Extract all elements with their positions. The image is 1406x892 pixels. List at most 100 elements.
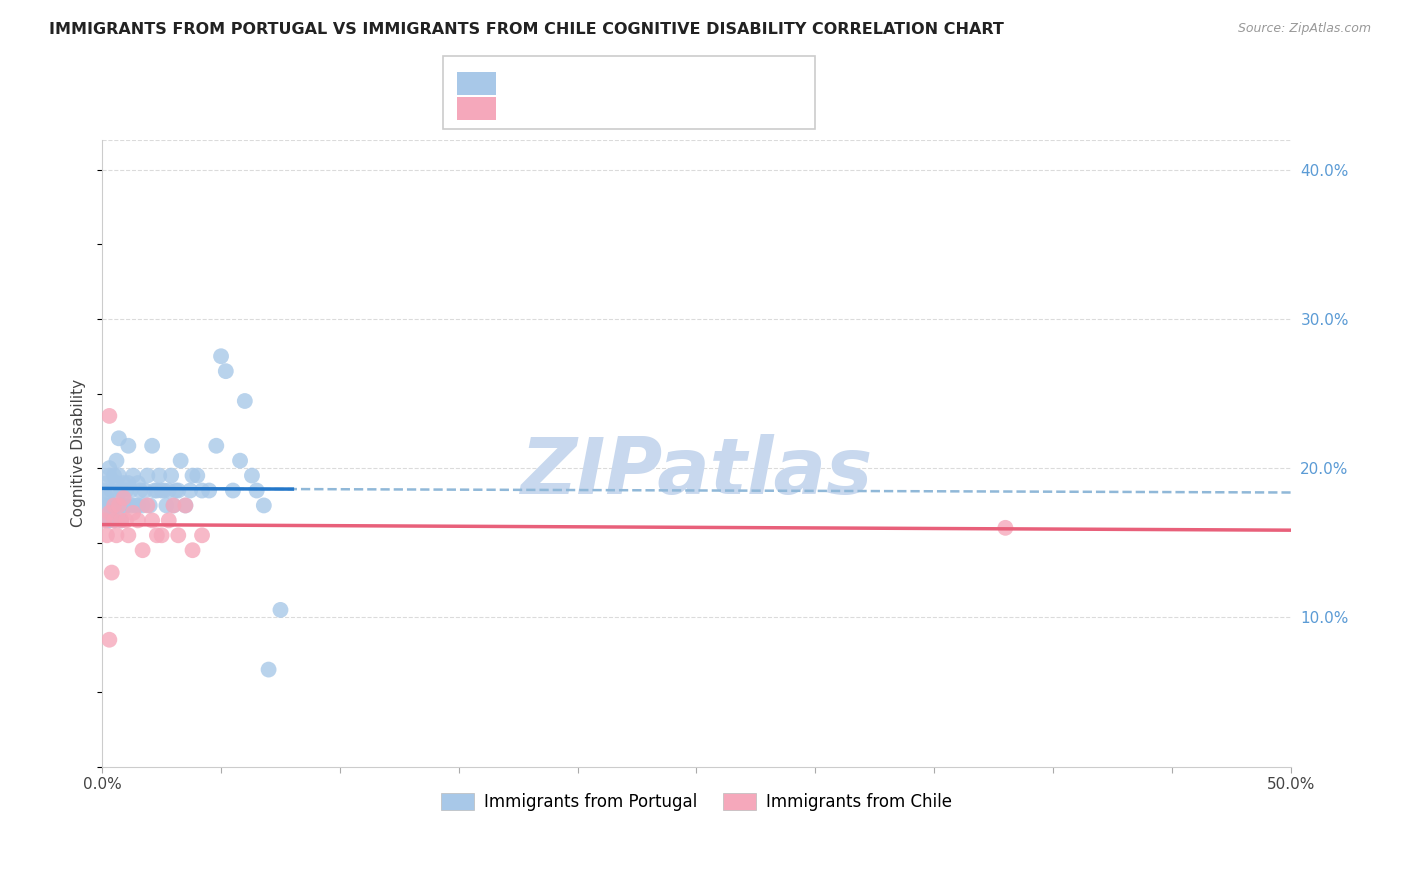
Point <box>994 521 1017 535</box>
Point <box>253 499 276 513</box>
Point <box>105 476 128 491</box>
Text: -0.043: -0.043 <box>550 100 612 118</box>
Point <box>110 513 132 527</box>
Text: 28: 28 <box>657 100 681 118</box>
Point <box>105 453 128 467</box>
Point <box>115 499 138 513</box>
Point <box>124 499 146 513</box>
Point <box>110 483 132 498</box>
Point <box>209 349 232 363</box>
Point <box>105 528 128 542</box>
Point <box>117 476 139 491</box>
Point <box>100 506 122 520</box>
Point <box>105 491 128 505</box>
Point <box>103 468 125 483</box>
Point <box>120 483 142 498</box>
Point <box>98 499 121 513</box>
Legend: Immigrants from Portugal, Immigrants from Chile: Immigrants from Portugal, Immigrants fro… <box>434 786 959 818</box>
Point <box>100 483 122 498</box>
Point <box>134 483 156 498</box>
Point <box>129 483 152 498</box>
Point <box>108 499 131 513</box>
Point <box>93 499 115 513</box>
Point <box>103 499 125 513</box>
Point <box>165 483 187 498</box>
Point <box>143 483 166 498</box>
Text: ZIPatlas: ZIPatlas <box>520 434 873 510</box>
Point <box>98 468 121 483</box>
Point <box>150 483 173 498</box>
Point <box>131 543 153 558</box>
Text: 0.283: 0.283 <box>550 75 610 93</box>
Point <box>141 513 163 527</box>
Text: N =: N = <box>614 75 664 93</box>
Point <box>98 506 121 520</box>
Point <box>174 499 197 513</box>
Point <box>229 453 252 467</box>
Point <box>98 461 121 475</box>
Point <box>96 513 118 527</box>
Point <box>160 468 183 483</box>
Point <box>146 528 169 542</box>
Point <box>174 499 197 513</box>
Point <box>115 513 138 527</box>
Point <box>117 528 139 542</box>
Point <box>246 483 269 498</box>
Point <box>93 483 115 498</box>
Text: R =: R = <box>510 75 548 93</box>
Point <box>162 499 184 513</box>
Point <box>179 483 201 498</box>
Point <box>186 468 208 483</box>
Point <box>96 476 118 491</box>
Point <box>112 476 135 491</box>
Text: N =: N = <box>614 100 664 118</box>
Point <box>167 483 190 498</box>
Point <box>127 513 149 527</box>
Point <box>103 499 125 513</box>
Point <box>215 364 238 378</box>
Point <box>205 439 228 453</box>
Point <box>127 499 149 513</box>
Point <box>136 468 159 483</box>
Point <box>112 499 135 513</box>
Point <box>110 513 132 527</box>
Text: R =: R = <box>510 100 548 118</box>
Point <box>115 483 138 498</box>
Text: Source: ZipAtlas.com: Source: ZipAtlas.com <box>1237 22 1371 36</box>
Point <box>157 513 180 527</box>
Point <box>233 394 256 409</box>
Point <box>167 528 190 542</box>
Point <box>103 513 125 527</box>
Point <box>108 499 131 513</box>
Point <box>181 543 204 558</box>
Point <box>131 499 153 513</box>
Point <box>222 483 245 498</box>
Point <box>181 468 204 483</box>
Y-axis label: Cognitive Disability: Cognitive Disability <box>72 379 86 527</box>
Point <box>93 513 115 527</box>
Point <box>157 483 180 498</box>
Point <box>169 453 191 467</box>
Point <box>150 528 173 542</box>
Point <box>191 483 214 498</box>
Point <box>108 431 131 445</box>
Point <box>98 409 121 423</box>
Point <box>153 483 176 498</box>
Point <box>257 663 280 677</box>
Point <box>122 468 145 483</box>
Point <box>120 499 142 513</box>
Point <box>162 499 184 513</box>
Point <box>240 468 263 483</box>
Point <box>141 439 163 453</box>
Point <box>100 566 122 580</box>
Point <box>98 513 121 527</box>
Point <box>108 468 131 483</box>
Point <box>117 439 139 453</box>
Point <box>103 513 125 527</box>
Point <box>122 506 145 520</box>
Point <box>127 476 149 491</box>
Point <box>96 528 118 542</box>
Point <box>136 499 159 513</box>
Point <box>269 603 291 617</box>
Point <box>100 499 122 513</box>
